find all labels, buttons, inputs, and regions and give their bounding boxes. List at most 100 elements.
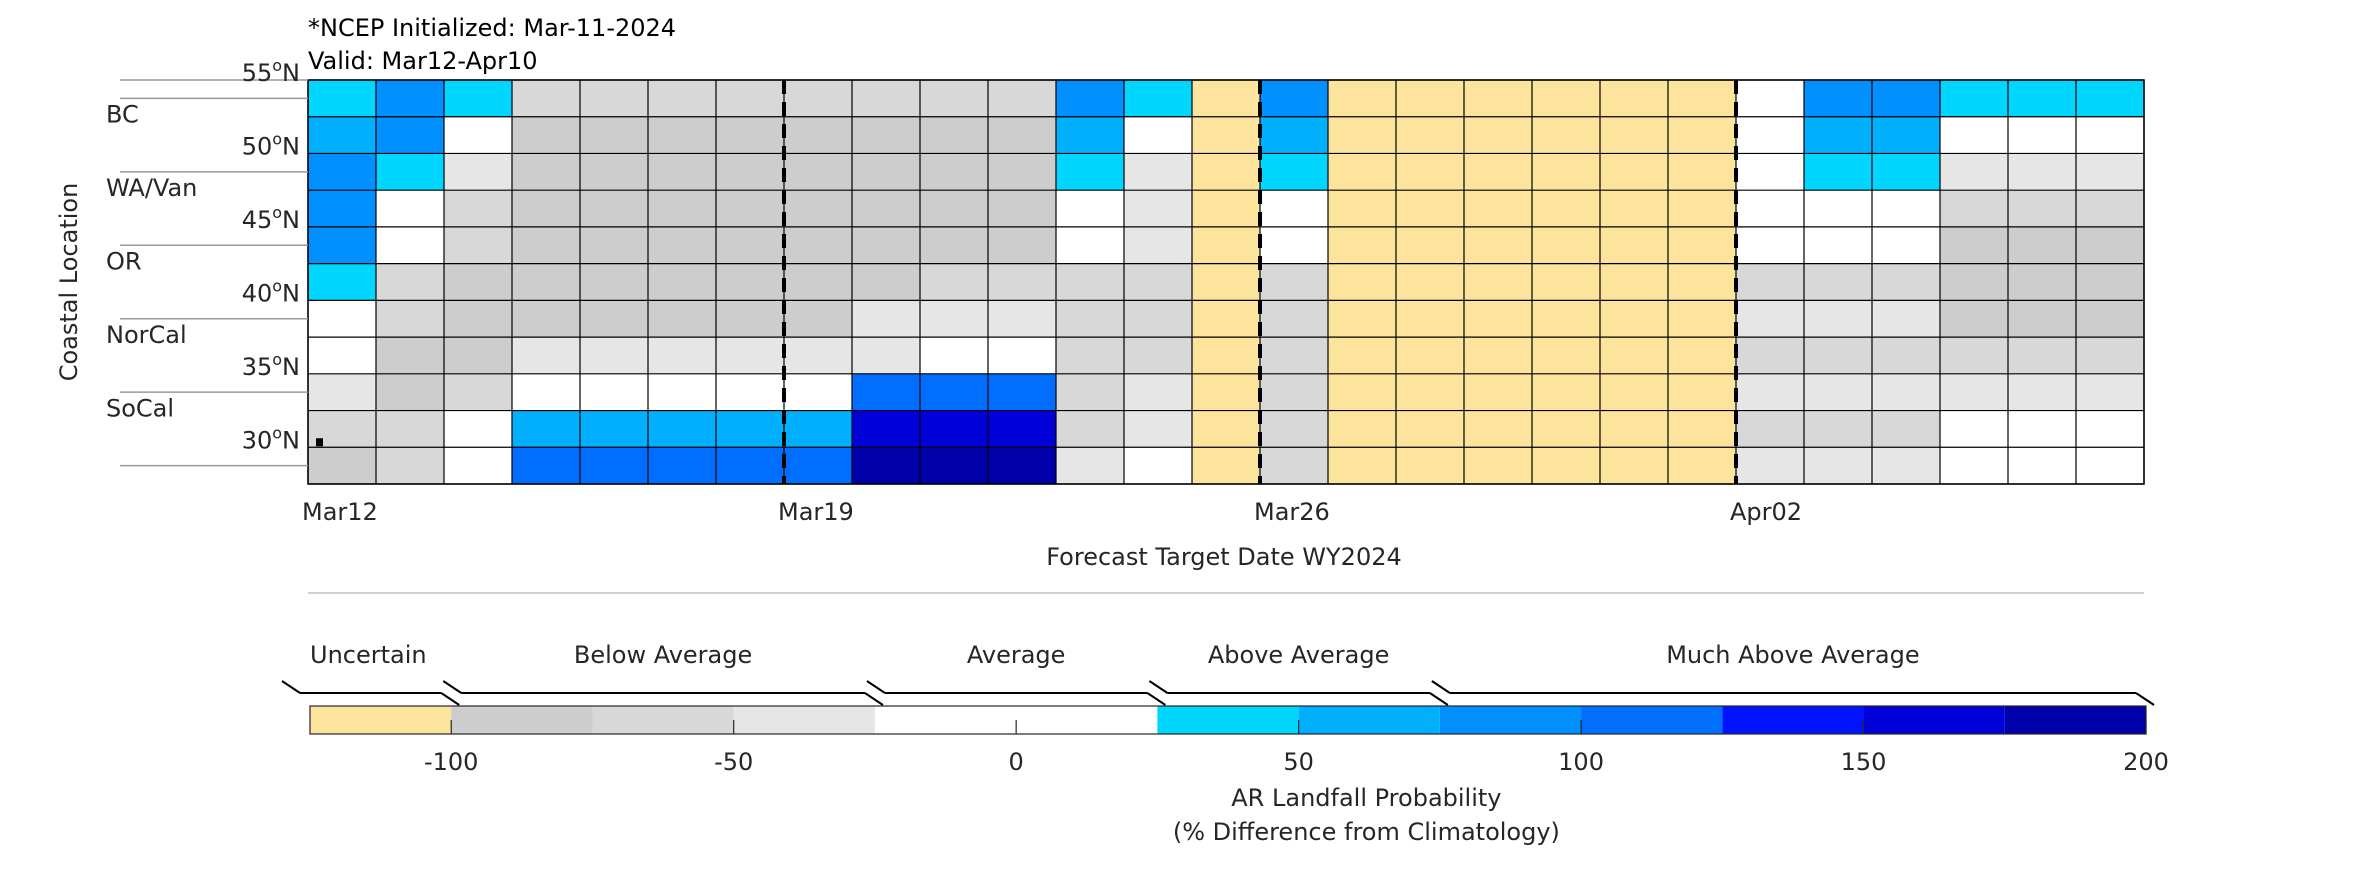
heatmap-cell <box>308 226 376 264</box>
colorbar-segment <box>1298 706 1440 734</box>
heatmap-cell <box>2008 190 2076 227</box>
heatmap-cell <box>308 190 376 227</box>
heatmap-cell <box>1124 226 1192 264</box>
heatmap-cell <box>1260 153 1328 191</box>
heatmap-cell <box>988 373 1056 411</box>
heatmap-cell <box>784 80 852 117</box>
heatmap-cell <box>1736 116 1804 154</box>
heatmap-cell <box>1396 447 1464 484</box>
heatmap-cell <box>2008 373 2076 411</box>
header-valid: Valid: Mar12-Apr10 <box>308 47 538 75</box>
heatmap-cell <box>444 263 512 301</box>
heatmap-cell <box>580 153 648 191</box>
dashed-week-lines <box>782 80 1738 484</box>
heatmap-frame <box>307 79 2145 485</box>
heatmap-cell <box>1668 300 1736 338</box>
heatmap-cell <box>1396 263 1464 301</box>
y-axis-label: Coastal Location <box>55 183 83 382</box>
heatmap-cell <box>852 410 920 448</box>
heatmap-cell <box>648 263 716 301</box>
heatmap-cell <box>1328 373 1396 411</box>
heatmap-cell <box>852 116 920 154</box>
x-axis-label: Forecast Target Date WY2024 <box>1046 543 1402 571</box>
heatmap-cell <box>1260 190 1328 227</box>
heatmap-cell <box>920 80 988 117</box>
heatmap-cell <box>716 300 784 338</box>
heatmap-cell <box>512 80 580 117</box>
heatmap-cell <box>988 116 1056 154</box>
heatmap-cell <box>1260 337 1328 374</box>
heatmap-cell <box>2076 190 2144 227</box>
heatmap-cell <box>648 300 716 338</box>
heatmap-cell <box>1600 373 1668 411</box>
heatmap-cell <box>648 447 716 484</box>
heatmap-cell <box>308 116 376 154</box>
heatmap-cell <box>1600 116 1668 154</box>
heatmap-cell <box>920 373 988 411</box>
heatmap-cell <box>1872 153 1940 191</box>
heatmap-cell <box>580 263 648 301</box>
colorbar-tick-label: -100 <box>424 748 478 776</box>
region-label: OR <box>106 248 142 276</box>
heatmap-cell <box>376 300 444 338</box>
heatmap-cell <box>1396 373 1464 411</box>
heatmap-cell <box>1872 373 1940 411</box>
heatmap-cell <box>1600 153 1668 191</box>
heatmap-cell <box>1056 410 1124 448</box>
heatmap-cell <box>1668 337 1736 374</box>
heatmap-cell <box>920 410 988 448</box>
heatmap-cell <box>920 447 988 484</box>
heatmap-cell <box>1464 300 1532 338</box>
heatmap-cell <box>308 80 376 117</box>
x-tick-label: Mar19 <box>778 498 854 526</box>
heatmap-cell <box>1804 116 1872 154</box>
heatmap-cell <box>2076 410 2144 448</box>
heatmap-cell <box>716 410 784 448</box>
heatmap-cell <box>580 447 648 484</box>
category-bracket-end <box>1146 692 1166 706</box>
heatmap-cell <box>648 190 716 227</box>
heatmap-cell <box>376 116 444 154</box>
heatmap-cell <box>1260 300 1328 338</box>
heatmap-cell <box>1940 80 2008 117</box>
heatmap-cell <box>852 226 920 264</box>
heatmap-cell <box>1668 447 1736 484</box>
heatmap-cell <box>308 373 376 411</box>
heatmap-cell <box>1600 300 1668 338</box>
heatmap-cell <box>1396 80 1464 117</box>
heatmap-cell <box>1260 116 1328 154</box>
category-label: Below Average <box>574 641 752 669</box>
category-bracket-end <box>281 680 301 694</box>
heatmap-cell <box>512 447 580 484</box>
heatmap-cell <box>2008 337 2076 374</box>
heatmap-cell <box>1532 447 1600 484</box>
heatmap-cell <box>512 263 580 301</box>
heatmap-cell <box>2076 153 2144 191</box>
category-bracket-end <box>866 680 886 694</box>
heatmap-cell <box>1396 190 1464 227</box>
heatmap-cell <box>1872 190 1940 227</box>
heatmap-cell <box>1940 337 2008 374</box>
heatmap-cell <box>784 263 852 301</box>
heatmap-cell <box>920 116 988 154</box>
heatmap-cell <box>920 263 988 301</box>
heatmap-cell <box>1124 337 1192 374</box>
heatmap-cell <box>1600 337 1668 374</box>
lat-tick-label: 50oN <box>242 129 300 160</box>
heatmap-cell <box>1804 80 1872 117</box>
heatmap-cell <box>444 410 512 448</box>
heatmap-cell <box>988 226 1056 264</box>
heatmap-cell <box>852 263 920 301</box>
heatmap-cell <box>716 153 784 191</box>
heatmap-cell <box>784 153 852 191</box>
heatmap-cell <box>2076 226 2144 264</box>
category-bracket-end <box>1431 680 1451 694</box>
heatmap-cell <box>716 263 784 301</box>
heatmap-cell <box>376 80 444 117</box>
heatmap-cell <box>1192 190 1260 227</box>
heatmap-cell <box>512 226 580 264</box>
heatmap-gridlines <box>307 79 2145 485</box>
heatmap-cell <box>1668 410 1736 448</box>
heatmap-cell <box>1056 226 1124 264</box>
